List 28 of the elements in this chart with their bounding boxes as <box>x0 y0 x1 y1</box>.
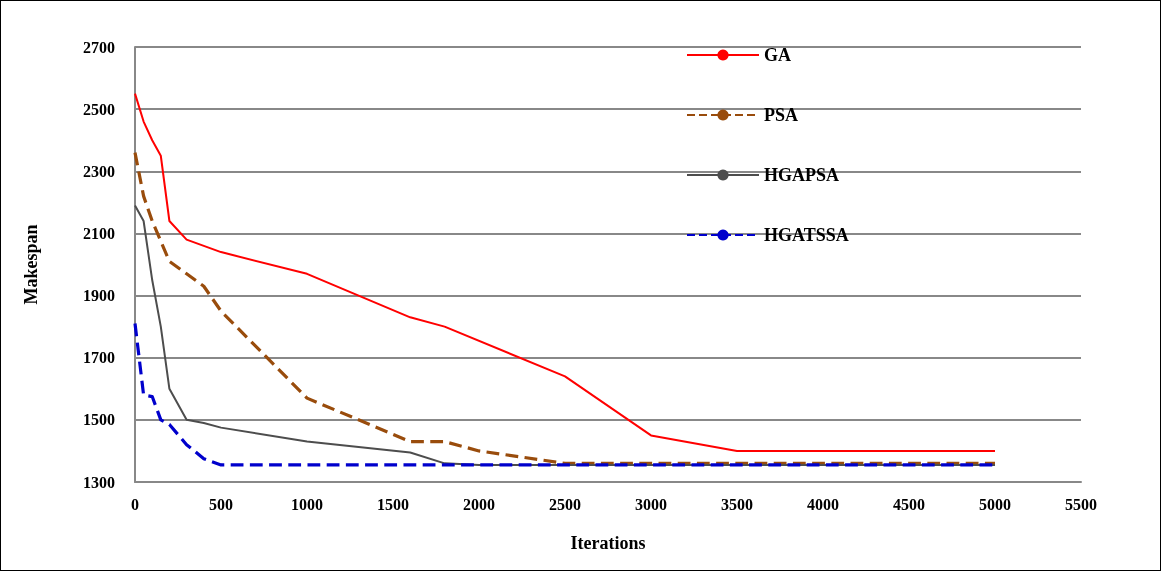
y-tick-label: 2300 <box>83 162 115 180</box>
x-tick-label: 2500 <box>549 495 581 513</box>
x-tick-label: 500 <box>209 495 233 513</box>
y-tick-label: 1500 <box>83 411 115 429</box>
legend-label: HGAPSA <box>764 165 840 185</box>
x-tick-label: 3500 <box>721 495 753 513</box>
line-series <box>133 151 997 465</box>
line-series <box>134 92 996 452</box>
x-tick-label: 4500 <box>893 495 925 513</box>
y-axis-title: Makespan <box>21 224 41 305</box>
y-tick-label: 2500 <box>83 100 115 118</box>
legend-label: PSA <box>764 105 799 125</box>
legend-label: GA <box>764 45 791 65</box>
x-tick-label: 4000 <box>807 495 839 513</box>
y-tick-label: 2100 <box>83 224 115 242</box>
x-tick-label: 1000 <box>291 495 323 513</box>
x-axis-title: Iterations <box>570 533 646 553</box>
y-tick-label: 2700 <box>83 38 115 56</box>
x-tick-label: 5500 <box>1065 495 1097 513</box>
legend-label: HGATSSA <box>764 225 849 245</box>
x-tick-label: 0 <box>131 495 139 513</box>
x-tick-label: 2000 <box>463 495 495 513</box>
y-tick-label: 1900 <box>83 287 115 305</box>
x-tick-label: 3000 <box>635 495 667 513</box>
x-tick-label: 5000 <box>979 495 1011 513</box>
y-tick-label: 1300 <box>83 473 115 491</box>
y-tick-label: 1700 <box>83 349 115 367</box>
x-tick-label: 1500 <box>377 495 409 513</box>
